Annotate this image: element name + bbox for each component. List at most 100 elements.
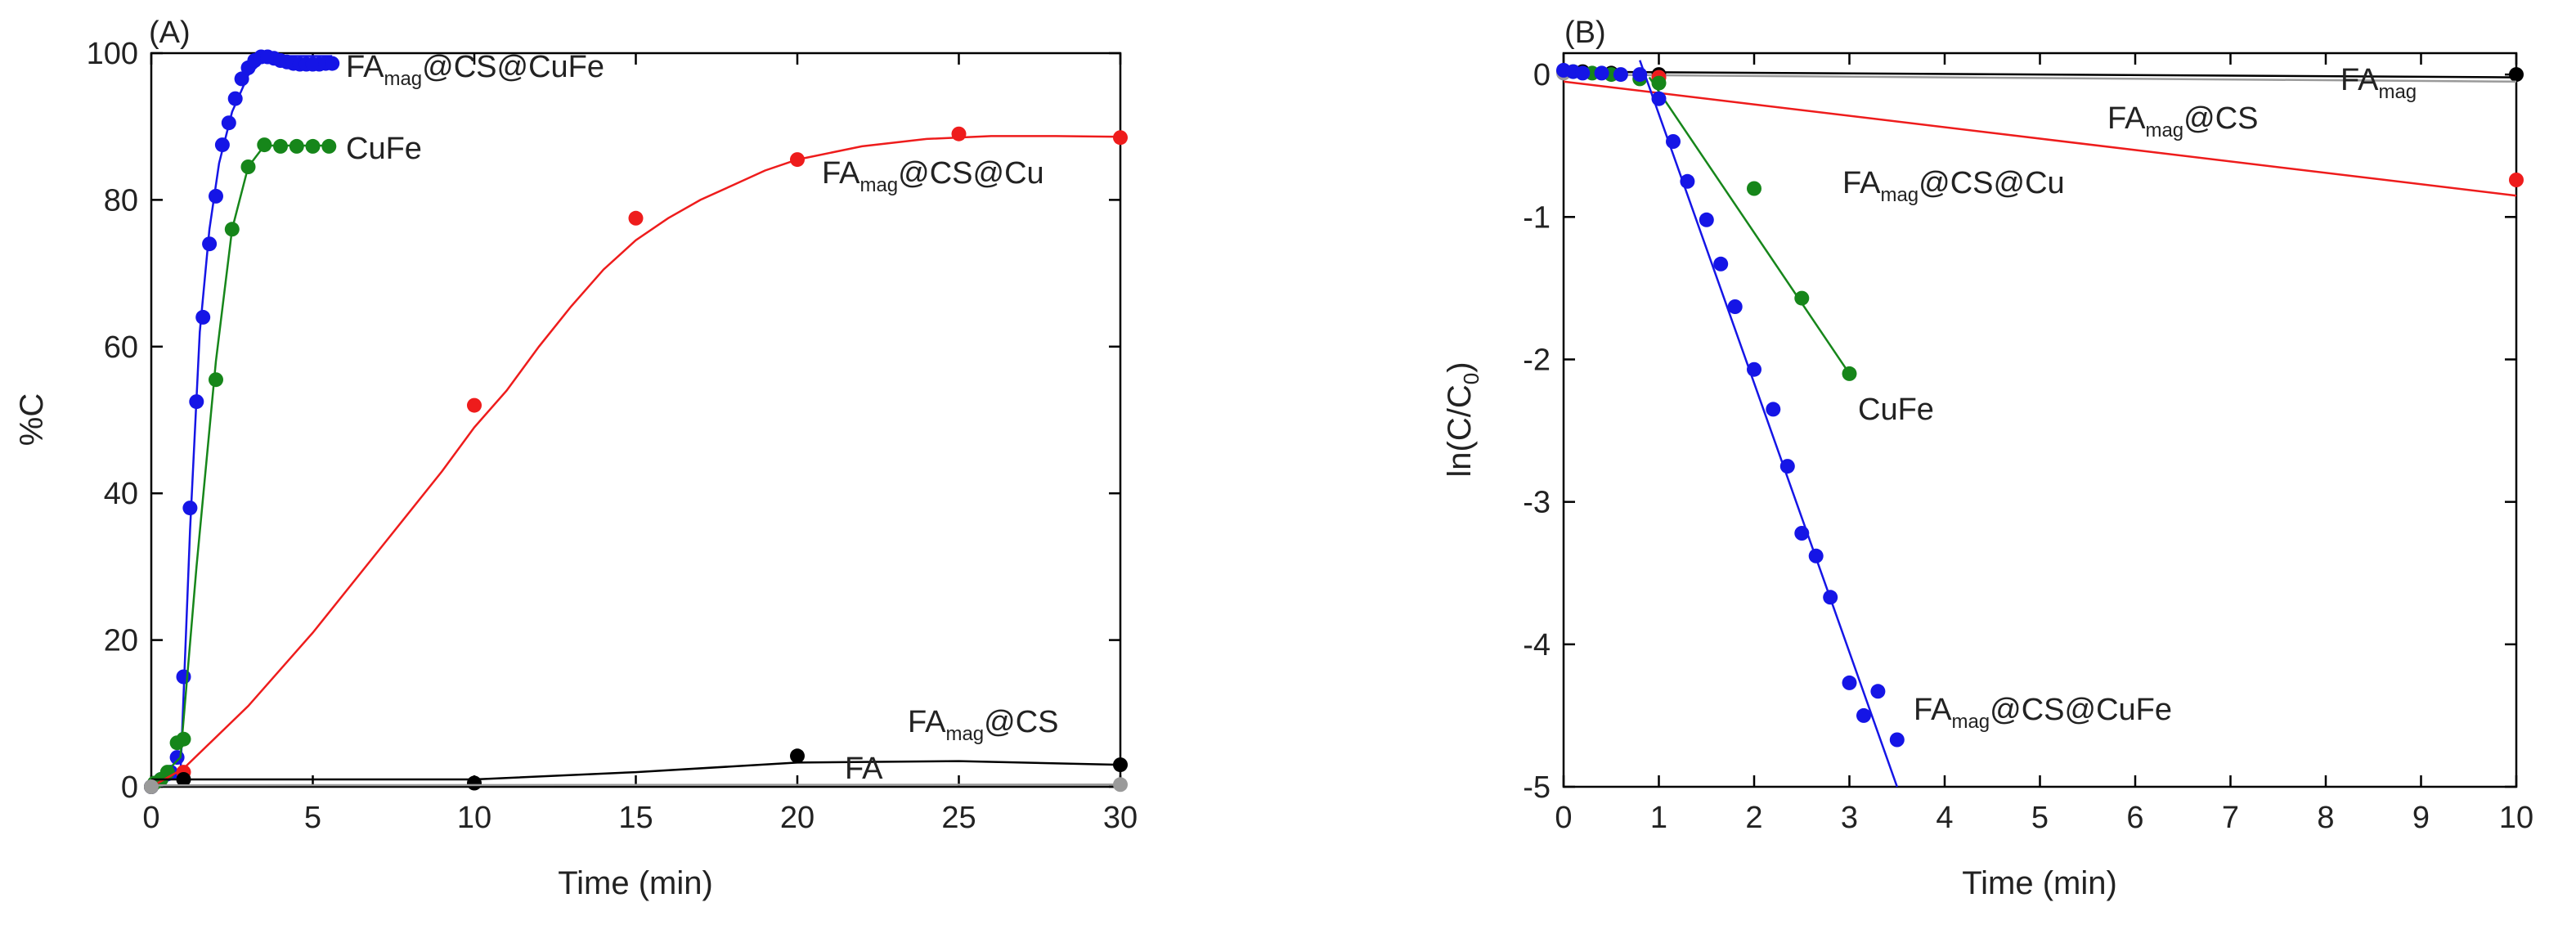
panel-a-series-label-famag-cs-cufe: FAmag@CS@CuFe xyxy=(346,50,604,90)
panel-b-y-tick-label: 0 xyxy=(1533,58,1551,92)
panel-a-data-point-famag-cs-cufe xyxy=(234,71,249,87)
panel-b-x-tick-label: 10 xyxy=(2499,801,2533,835)
panel-a-x-tick-label: 10 xyxy=(457,801,491,835)
panel-b-data-point-famag-cs-cufe xyxy=(1594,65,1609,81)
panel-b-data-point-famag-cs-cufe xyxy=(1779,459,1795,474)
panel-a-y-tick-label: 60 xyxy=(104,330,138,365)
panel-b-series-label-famag-cs-cufe: FAmag@CS@CuFe xyxy=(1914,693,2172,733)
panel-b-x-tick-label: 4 xyxy=(1936,801,1953,835)
panel-a-data-point-fa xyxy=(1113,777,1128,793)
panel-a-data-point-famag-cs-cufe xyxy=(202,236,218,252)
panel-a-x-tick-label: 30 xyxy=(1103,801,1138,835)
panel-b-y-tick-label: -4 xyxy=(1523,628,1551,662)
panel-a-data-point-famag-cs-cu xyxy=(628,210,644,226)
panel-b-series-line-famag xyxy=(1563,70,2517,79)
panel-a-y-tick-label: 40 xyxy=(104,477,138,511)
panel-b-data-point-famag-cs-cufe xyxy=(1666,134,1681,149)
panel-b-x-axis-label: Time (min) xyxy=(1962,865,2117,901)
panel-b-series-line-cufe xyxy=(1648,76,1851,375)
panel-b-data-point-famag xyxy=(2509,67,2524,83)
panel-a-data-point-cufe xyxy=(321,138,337,154)
panel-b-data-point-cufe xyxy=(1747,181,1761,196)
panel-a-data-point-cufe xyxy=(305,138,321,154)
panel-a-data-point-cufe xyxy=(240,159,256,174)
panel-b-y-tick-label: -2 xyxy=(1523,343,1551,377)
panel-b-data-point-famag-cs-cufe xyxy=(1842,675,1857,690)
panel-a-series-line-famag-cs xyxy=(151,760,1121,781)
panel-b-data-point-famag-cs-cufe xyxy=(1651,91,1667,106)
panel-b-data-point-famag-cs-cufe xyxy=(1713,256,1729,272)
panel-a-data-point-cufe xyxy=(273,138,288,154)
panel-a-data-point-cufe xyxy=(209,372,223,388)
panel-b-data-point-famag-cs-cufe xyxy=(1632,67,1648,83)
panel-a-data-point-famag-cs-cufe xyxy=(209,188,223,204)
panel-a-data-point-famag-cs-cu xyxy=(951,126,967,141)
panel-a-data-point-famag-cs-cu xyxy=(790,152,805,168)
panel-b-x-tick-label: 8 xyxy=(2317,801,2334,835)
panel-b-y-tick-label: -5 xyxy=(1523,770,1551,805)
panel-b-x-tick-label: 6 xyxy=(2126,801,2143,835)
panel-b-x-tick-label: 3 xyxy=(1841,801,1858,835)
panel-a-y-tick-label: 100 xyxy=(87,37,138,71)
panel-a-data-point-famag-cs xyxy=(467,775,482,791)
panel-a-series-label-fa: FA xyxy=(845,752,883,786)
panel-a-y-axis-label: %C xyxy=(14,393,50,446)
panel-a-data-point-famag-cs-cufe xyxy=(169,750,185,766)
panel-b-data-point-famag-cs-cufe xyxy=(1856,707,1871,723)
panel-a-data-point-famag-cs-cu xyxy=(467,397,482,413)
panel-b-data-point-cufe xyxy=(1842,366,1857,381)
panel-a-data-point-famag-cs-cu xyxy=(1113,130,1128,146)
panel-b-x-tick-label: 1 xyxy=(1650,801,1667,835)
panel-b-data-point-famag-cs-cufe xyxy=(1575,65,1591,81)
panel-a-series-label-cufe: CuFe xyxy=(346,132,422,166)
panel-b-series-label-famag: FAmag xyxy=(2340,63,2417,103)
panel-a-data-point-famag-cs-cufe xyxy=(227,91,243,106)
panel-a-data-point-fa xyxy=(144,779,159,794)
panel-b-y-tick-label: -3 xyxy=(1523,486,1551,520)
panel-a-data-point-cufe xyxy=(176,731,191,747)
panel-a-data-point-cufe xyxy=(224,222,240,237)
panel-b-data-point-cufe xyxy=(1794,290,1810,306)
panel-b-x-tick-label: 0 xyxy=(1555,801,1572,835)
panel-a-series-label-famag-cs-cu: FAmag@CS@Cu xyxy=(822,156,1044,196)
panel-b-series-label-famag-cs-cu: FAmag@CS@Cu xyxy=(1842,166,2065,206)
panel-b-series-line-famag-cs-cu xyxy=(1563,80,2517,197)
panel-a-y-tick-label: 80 xyxy=(104,183,138,218)
panel-a-data-point-famag-cs xyxy=(1113,757,1128,773)
panel-b-data-point-famag-cs-cu xyxy=(2509,173,2524,187)
panel-a-series-line-famag-cs-cu xyxy=(150,135,1121,788)
panel-a-x-axis-label: Time (min) xyxy=(558,865,713,901)
panel-b-x-tick-label: 9 xyxy=(2412,801,2430,835)
panel-b-data-point-famag-cs-cufe xyxy=(1680,173,1695,189)
panel-b-data-point-famag-cs-cufe xyxy=(1766,402,1781,417)
panel-a-data-point-famag-cs-cufe xyxy=(221,115,236,131)
panel-a-data-point-famag-cs-cufe xyxy=(195,309,211,325)
panel-a-data-point-famag-cs xyxy=(790,748,805,764)
panel-a-x-tick-label: 0 xyxy=(142,801,159,835)
panel-b-series-label-cufe: CuFe xyxy=(1858,393,1934,427)
panel-a-y-tick-label: 20 xyxy=(104,624,138,658)
panel-b-data-point-famag-cs-cufe xyxy=(1613,67,1628,83)
panel-a-series-label-famag-cs: FAmag@CS xyxy=(908,705,1059,745)
panel-a-data-point-famag-cs-cufe xyxy=(325,56,340,71)
panel-b-x-tick-label: 5 xyxy=(2031,801,2049,835)
panel-a-data-point-famag-cs-cufe xyxy=(176,669,191,685)
panel-b-data-point-famag-cs-cufe xyxy=(1794,526,1810,541)
panel-b-data-point-famag-cs-cufe xyxy=(1727,299,1743,314)
panel-b-x-tick-label: 2 xyxy=(1745,801,1762,835)
panel-b-data-point-famag-cs-cufe xyxy=(1747,361,1761,377)
panel-b-label: (B) xyxy=(1564,16,1606,50)
panel-b-data-point-famag-cs-cufe xyxy=(1870,684,1886,699)
panel-a-data-point-famag-cs-cufe xyxy=(189,394,204,410)
panel-a-label: (A) xyxy=(149,16,191,50)
chart-panel-b: 0 1 2 3 4 5 6 7 8 9 10 0 -1 -2 -3 -4 -5 FAmag FAmag@CS FAma… xyxy=(1442,16,2533,901)
panel-a-x-tick-label: 20 xyxy=(780,801,815,835)
panel-b-data-point-famag-cs-cufe xyxy=(1808,548,1824,564)
panel-b-series-label-famag-cs: FAmag@CS xyxy=(2107,101,2259,141)
panel-b-data-point-famag-cs-cufe xyxy=(1889,732,1905,748)
panel-a-data-point-cufe xyxy=(289,138,304,154)
chart-panel-a: 0 5 10 15 20 25 30 0 20 40 60 80 100 FAmag@CS@CuFe CuF… xyxy=(14,16,1138,901)
panel-a-data-point-famag-cs-cufe xyxy=(214,137,230,153)
panel-a-data-point-famag-cs-cufe xyxy=(182,501,198,516)
